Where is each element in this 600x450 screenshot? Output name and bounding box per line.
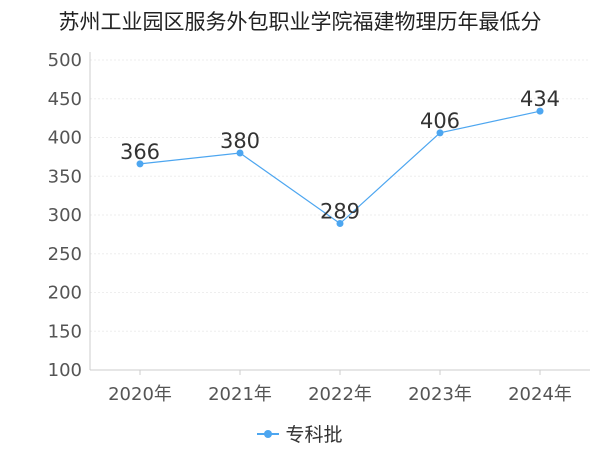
legend-label: 专科批 xyxy=(285,424,343,446)
x-tick-label: 2021年 xyxy=(208,384,272,405)
x-tick-label: 2022年 xyxy=(308,384,372,405)
x-tick-label: 2023年 xyxy=(408,384,472,405)
data-label: 289 xyxy=(320,200,360,224)
data-labels: 366 380 289 406 434 xyxy=(120,87,560,223)
y-tick-label: 450 xyxy=(48,89,82,110)
y-tick-label: 250 xyxy=(48,244,82,265)
y-tick-label: 400 xyxy=(48,128,82,149)
x-axis: 2020年 2021年 2022年 2023年 2024年 xyxy=(90,369,590,405)
legend-marker-icon xyxy=(257,428,280,440)
data-point[interactable] xyxy=(536,107,544,115)
data-point[interactable] xyxy=(436,129,444,137)
y-tick-label: 500 xyxy=(48,50,82,71)
y-axis: 100 150 200 250 300 350 400 450 500 xyxy=(48,50,91,381)
legend[interactable]: 专科批 xyxy=(0,420,600,447)
data-point[interactable] xyxy=(136,160,144,168)
y-tick-label: 100 xyxy=(48,360,82,381)
x-tick-label: 2020年 xyxy=(108,384,172,405)
data-label: 406 xyxy=(420,109,460,133)
data-points xyxy=(136,107,544,228)
data-label: 366 xyxy=(120,140,160,164)
x-tick-label: 2024年 xyxy=(508,384,572,405)
data-label: 434 xyxy=(520,87,560,111)
data-label: 380 xyxy=(220,129,260,153)
chart-title: 苏州工业园区服务外包职业学院福建物理历年最低分 xyxy=(58,10,542,34)
y-tick-label: 350 xyxy=(48,166,82,187)
y-tick-label: 200 xyxy=(48,283,82,304)
y-tick-label: 300 xyxy=(48,205,82,226)
y-tick-label: 150 xyxy=(48,321,82,342)
data-point[interactable] xyxy=(236,149,244,157)
data-point[interactable] xyxy=(336,220,344,228)
